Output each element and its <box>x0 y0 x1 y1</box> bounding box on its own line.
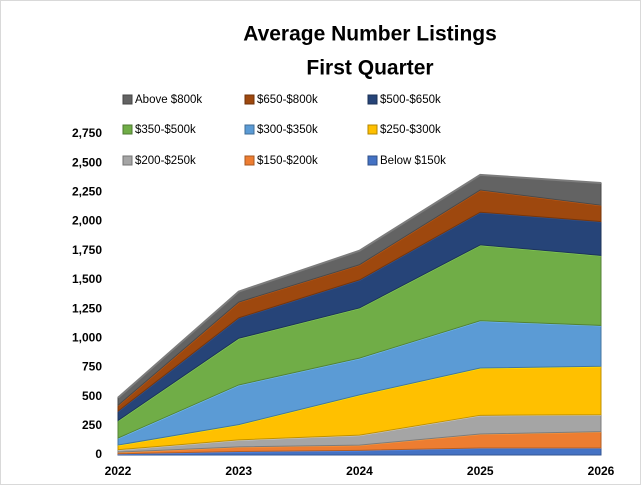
x-tick-label: 2022 <box>105 464 132 478</box>
legend-swatch <box>367 124 378 135</box>
legend-swatch <box>367 155 378 166</box>
legend-swatch <box>244 155 255 166</box>
legend-label: $650-$800k <box>257 94 318 106</box>
legend-label: $200-$250k <box>135 155 196 167</box>
legend-label: Above $800k <box>135 94 202 106</box>
legend-label: $150-$200k <box>257 155 318 167</box>
legend-label: $250-$300k <box>380 124 441 136</box>
legend-label: $500-$650k <box>380 94 441 106</box>
y-tick-label: 1,000 <box>72 330 102 344</box>
y-tick-label: 0 <box>95 447 102 461</box>
legend-label: $350-$500k <box>135 124 196 136</box>
legend-swatch <box>122 155 133 166</box>
legend-label: $300-$350k <box>257 124 318 136</box>
y-tick-label: 250 <box>82 418 102 432</box>
x-tick-label: 2024 <box>346 464 373 478</box>
y-tick-label: 1,250 <box>72 301 102 315</box>
y-tick-label: 2,000 <box>72 214 102 228</box>
x-tick-label: 2026 <box>588 464 615 478</box>
legend-swatch <box>367 94 378 105</box>
y-tick-label: 2,750 <box>72 126 102 140</box>
legend-swatch <box>244 94 255 105</box>
y-tick-label: 750 <box>82 360 102 374</box>
area-edge <box>117 173 602 399</box>
x-tick-label: 2023 <box>225 464 252 478</box>
y-tick-label: 2,500 <box>72 155 102 169</box>
legend-label: Below $150k <box>380 155 446 167</box>
x-tick-label: 2025 <box>467 464 494 478</box>
legend-swatch <box>122 94 133 105</box>
y-tick-label: 1,750 <box>72 243 102 257</box>
legend-swatch <box>122 124 133 135</box>
y-tick-label: 1,500 <box>72 272 102 286</box>
legend-swatch <box>244 124 255 135</box>
y-tick-label: 2,250 <box>72 185 102 199</box>
chart-title: Average Number Listings <box>243 23 497 46</box>
y-tick-label: 500 <box>82 389 102 403</box>
chart-subtitle: First Quarter <box>306 57 433 80</box>
